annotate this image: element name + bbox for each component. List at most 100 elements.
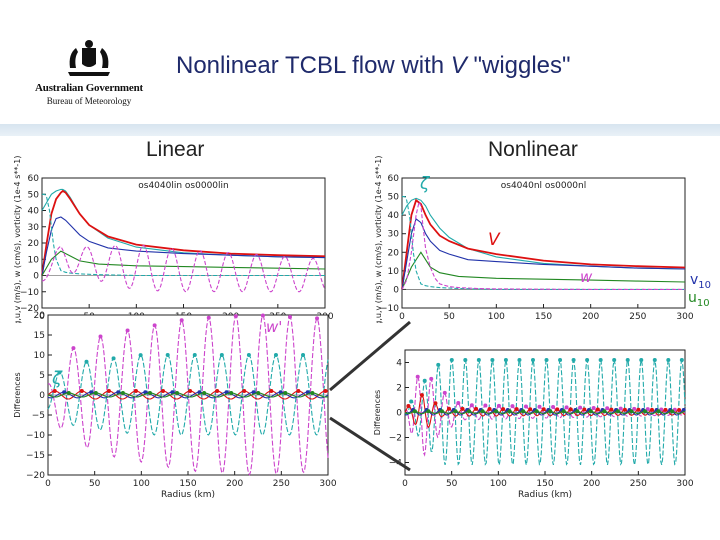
y-tick-label: 60 <box>388 174 400 184</box>
series-marker-u10 <box>656 409 661 414</box>
series-marker-u10 <box>256 391 261 395</box>
series-marker-w <box>287 314 292 319</box>
series-marker-u10 <box>480 409 485 414</box>
series-marker-w <box>591 405 596 410</box>
x-tick-label: 0 <box>402 479 408 489</box>
y-axis-label: vg,u,v (m/s), w (cm/s), vorticity (1e-4 … <box>13 156 22 323</box>
series-marker-V <box>296 389 301 393</box>
series-marker-zeta <box>449 358 454 362</box>
coat-of-arms-icon <box>68 40 110 76</box>
y-tick-label: 2 <box>396 384 402 394</box>
plot-frame <box>401 177 686 309</box>
series-marker-u10 <box>521 409 526 414</box>
x-tick-label: 250 <box>273 479 290 489</box>
series-marker-zeta <box>436 362 441 367</box>
series-marker-u10 <box>575 409 580 414</box>
series-marker-u10 <box>467 409 472 414</box>
x-tick-label: 250 <box>629 312 646 322</box>
x-tick-label: 0 <box>45 479 51 489</box>
y-axis-label: Differences <box>13 372 22 417</box>
series-marker-w <box>605 406 610 411</box>
series-marker-zeta <box>463 358 468 362</box>
series-marker-V <box>555 407 560 412</box>
series-marker-zeta <box>652 358 657 362</box>
y-tick-label: 30 <box>388 230 400 240</box>
series-marker-u10 <box>561 409 566 414</box>
header-band <box>0 124 720 136</box>
y-tick-label: −20 <box>26 471 45 481</box>
x-tick-label: 150 <box>179 479 196 489</box>
series-marker-u10 <box>202 391 207 395</box>
series-marker-w <box>442 390 447 395</box>
series-marker-w <box>456 400 461 405</box>
series-marker-u10 <box>507 409 512 414</box>
series-marker-V <box>188 389 193 393</box>
series-marker-w <box>179 318 184 323</box>
series-marker-w <box>125 328 130 333</box>
series-marker-u10 <box>147 391 152 395</box>
series-marker-u10 <box>120 391 125 395</box>
series-line-v10 <box>401 217 686 290</box>
series-line-V <box>47 390 329 400</box>
series-marker-zeta <box>544 358 549 362</box>
series-marker-V <box>460 406 465 411</box>
series-marker-w <box>71 346 76 351</box>
y-tick-label: −20 <box>20 304 39 314</box>
y-tick-label: 20 <box>34 311 46 321</box>
series-marker-V <box>501 407 506 412</box>
annot-w-prime: w' <box>266 318 283 336</box>
y-tick-label: −10 <box>20 288 39 298</box>
linear-diff-chart: 0 50 100 150 200 250 300 −20 −15 −10 −5 0 5 10 15 20 Dif… <box>13 311 337 500</box>
series-marker-zeta <box>490 358 495 362</box>
y-axis-label: vg,u,v (m/s), w (cm/s), vorticity (1e-4 … <box>374 156 383 323</box>
series-marker-w <box>469 403 474 408</box>
y-tick-label: −2 <box>389 434 402 444</box>
series-marker-u10 <box>229 391 234 395</box>
x-tick-label: 100 <box>490 479 507 489</box>
series-marker-zeta <box>409 399 414 404</box>
series-marker-V <box>133 389 138 393</box>
series-marker-V <box>161 389 166 393</box>
series-marker-V <box>541 407 546 412</box>
series-marker-w <box>496 403 501 408</box>
series-marker-V <box>242 389 247 393</box>
series-marker-V <box>52 389 57 393</box>
series-marker-w <box>510 404 515 409</box>
x-tick-label: 150 <box>535 312 552 322</box>
series-line-u10 <box>404 410 686 415</box>
series-marker-w <box>415 374 420 379</box>
series-marker-zeta <box>639 358 644 362</box>
x-tick-label: 50 <box>89 479 101 489</box>
x-tick-label: 50 <box>446 479 458 489</box>
series-marker-u10 <box>494 409 499 414</box>
series-line-V <box>401 198 686 290</box>
series-marker-zeta <box>111 356 116 361</box>
series-marker-u10 <box>283 391 288 395</box>
series-marker-zeta <box>273 353 278 357</box>
series-marker-zeta <box>558 358 563 362</box>
series-marker-u10 <box>615 409 620 414</box>
x-tick-label: 250 <box>630 479 647 489</box>
series-marker-V <box>474 406 479 411</box>
section-nonlinear-label: Nonlinear <box>488 138 578 161</box>
y-axis-label: Differences <box>373 390 382 435</box>
series-marker-zeta <box>301 353 306 357</box>
series-marker-V <box>663 407 668 412</box>
series-marker-u10 <box>642 409 647 414</box>
y-tick-label: 20 <box>388 248 400 258</box>
series-marker-w <box>483 403 488 408</box>
series-marker-w <box>564 405 569 410</box>
series-marker-V <box>487 406 492 411</box>
series-line-zeta <box>47 354 329 436</box>
series-marker-V <box>446 406 451 411</box>
y-tick-label: 10 <box>388 267 400 277</box>
y-tick-label: −5 <box>32 411 45 421</box>
y-tick-label: −4 <box>389 459 403 469</box>
plot-frame <box>41 177 326 309</box>
series-line-zeta <box>42 193 325 277</box>
series-marker-zeta <box>57 370 62 375</box>
series-line-w <box>401 200 685 290</box>
y-tick-label: 60 <box>28 174 40 184</box>
y-tick-label: 20 <box>28 239 40 249</box>
series-marker-zeta <box>422 378 427 383</box>
